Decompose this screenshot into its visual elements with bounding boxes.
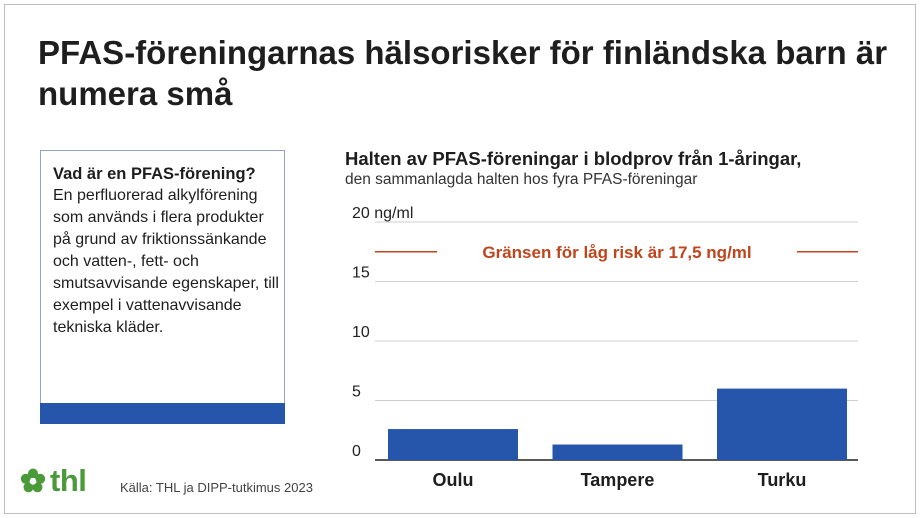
thl-logo: thl <box>20 463 87 498</box>
y-tick-label: 20 ng/ml <box>352 205 413 222</box>
page-title: PFAS-föreningarnas hälsorisker för finlä… <box>38 34 888 112</box>
bar-turku <box>717 388 847 460</box>
info-question: Vad är en PFAS-förening? <box>53 165 256 183</box>
thl-logo-icon <box>20 468 46 493</box>
info-box-accent-bar <box>40 403 285 424</box>
info-box: Vad är en PFAS-förening? En perfluorerad… <box>40 150 285 424</box>
x-tick-label: Turku <box>758 470 807 490</box>
bar-tampere <box>552 444 683 460</box>
y-tick-label: 15 <box>352 265 370 282</box>
x-tick-label: Tampere <box>581 470 655 490</box>
info-definition: En perfluorerad alkylförening som använd… <box>53 187 279 336</box>
bar-oulu <box>388 429 518 460</box>
chart-subtitle: den sammanlagda halten hos fyra PFAS-för… <box>345 171 698 188</box>
chart-title: Halten av PFAS-föreningar i blodprov frå… <box>345 148 802 169</box>
x-tick-label: Oulu <box>433 470 474 490</box>
y-tick-label: 5 <box>352 384 361 401</box>
reference-line-label: Gränsen för låg risk är 17,5 ng/ml <box>482 243 751 262</box>
y-tick-label: 10 <box>352 324 370 341</box>
source-note: Källa: THL ja DIPP-tutkimus 2023 <box>120 480 313 495</box>
thl-logo-text: thl <box>50 463 87 498</box>
y-tick-label: 0 <box>352 443 361 460</box>
